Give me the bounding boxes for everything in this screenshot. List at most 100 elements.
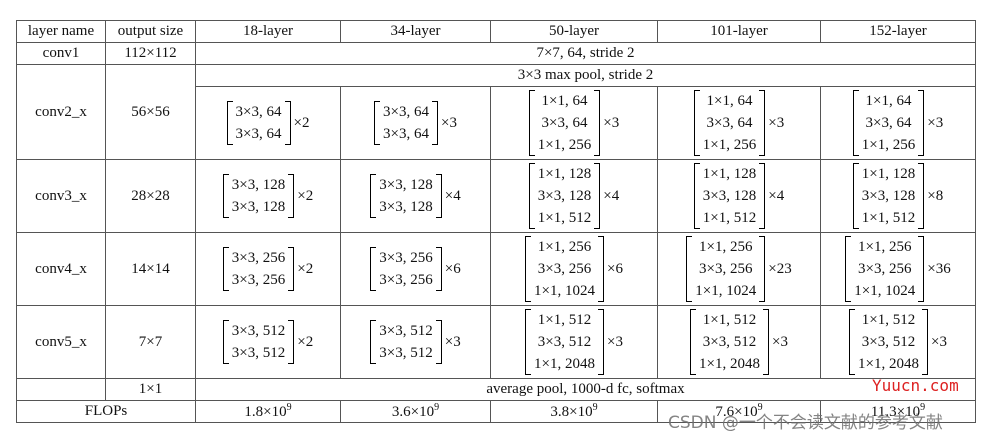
flops-exp: 9 (592, 402, 598, 413)
multiplier: ×3 (768, 114, 785, 131)
flops-cell: 3.8×109 (490, 400, 658, 423)
block-line: 1×1, 512 (537, 312, 592, 328)
block-cell: 1×1, 256 3×3, 256 1×1, 1024 ×36 (820, 232, 976, 306)
bracket: 1×1, 512 3×3, 512 1×1, 2048 (690, 309, 769, 375)
block: 1×1, 256 3×3, 256 1×1, 1024 ×23 (658, 236, 820, 302)
output-size: 14×14 (105, 232, 196, 306)
bracket: 1×1, 512 3×3, 512 1×1, 2048 (525, 309, 604, 375)
block-line: 3×3, 256 (379, 272, 433, 288)
row-name: conv2_x (16, 64, 106, 160)
block-line: 1×1, 1024 (854, 283, 916, 299)
row: conv4_x 14×14 3×3, 256 3×3, 256 ×2 3×3, 256 3×… (16, 232, 976, 306)
empty-cell (16, 378, 106, 401)
flops-base: 3.6×10 (391, 404, 435, 420)
multiplier: ×4 (603, 187, 620, 204)
block-line: 3×3, 64 (235, 126, 282, 142)
row: conv2_x 56×56 3×3 max pool, stride 2 (16, 64, 976, 160)
multiplier: ×3 (931, 333, 947, 350)
block-line: 1×1, 256 (702, 137, 757, 153)
block-cell: 1×1, 512 3×3, 512 1×1, 2048 ×3 (820, 305, 976, 379)
flops-exp: 9 (757, 402, 763, 413)
block-line: 1×1, 64 (865, 93, 912, 109)
output-size: 28×28 (105, 159, 196, 233)
multiplier: ×2 (297, 260, 314, 277)
bracket: 1×1, 128 3×3, 128 1×1, 512 (693, 163, 766, 229)
block-cell: 1×1, 256 3×3, 256 1×1, 1024 ×23 (657, 232, 821, 306)
block-cell: 3×3, 128 3×3, 128 ×4 (340, 159, 491, 233)
multiplier: ×4 (444, 187, 461, 204)
block-line: 3×3, 64 (706, 115, 753, 131)
block: 3×3, 64 3×3, 64 ×3 (341, 101, 490, 145)
block-line: 3×3, 64 (541, 115, 588, 131)
block-line: 3×3, 256 (231, 250, 286, 266)
block-line: 3×3, 256 (379, 250, 433, 266)
block: 3×3, 128 3×3, 128 ×2 (196, 174, 340, 218)
multiplier: ×3 (607, 333, 623, 350)
block-line: 1×1, 512 (537, 210, 592, 226)
block: 1×1, 512 3×3, 512 1×1, 2048 ×3 (491, 309, 657, 375)
header-cell: 34-layer (340, 20, 491, 43)
block-line: 3×3, 128 (379, 199, 433, 215)
block-line: 1×1, 128 (861, 166, 916, 182)
block-line: 1×1, 512 (861, 312, 916, 328)
block-line: 1×1, 64 (706, 93, 753, 109)
block: 3×3, 512 3×3, 512 ×2 (196, 320, 340, 364)
bracket: 1×1, 256 3×3, 256 1×1, 1024 (686, 236, 766, 302)
block: 1×1, 256 3×3, 256 1×1, 1024 ×36 (821, 236, 975, 302)
flops-cell: 3.6×109 (340, 400, 491, 423)
flops-exp: 9 (434, 402, 440, 413)
block-line: 1×1, 512 (702, 210, 757, 226)
bracket: 3×3, 128 3×3, 128 (222, 174, 295, 218)
flops-row: FLOPs 1.8×109 3.6×109 3.8×109 7.6×109 11.3×10… (16, 400, 976, 423)
block-line: 3×3, 256 (231, 272, 286, 288)
flops-cell: 11.3×109 (820, 400, 976, 423)
multiplier: ×2 (297, 187, 314, 204)
watermark: CSDN @一个不会读文献的参考文献 (668, 413, 943, 433)
header-cell: 50-layer (490, 20, 658, 43)
block-line: 3×3, 512 (702, 334, 757, 350)
output-size: 112×112 (105, 42, 196, 65)
block-cell: 1×1, 64 3×3, 64 1×1, 256 ×3 (490, 86, 658, 160)
multiplier: ×6 (607, 260, 623, 277)
bracket: 1×1, 64 3×3, 64 1×1, 256 (693, 90, 766, 156)
block: 1×1, 64 3×3, 64 1×1, 256 ×3 (658, 90, 820, 156)
block-line: 3×3, 128 (861, 188, 916, 204)
flops-base: 3.8×10 (550, 404, 593, 420)
block: 3×3, 256 3×3, 256 ×2 (196, 247, 340, 291)
bracket: 1×1, 128 3×3, 128 1×1, 512 (852, 163, 925, 229)
block-cell: 3×3, 64 3×3, 64 ×3 (340, 86, 491, 160)
block-cell: 1×1, 64 3×3, 64 1×1, 256 ×3 (820, 86, 976, 160)
block-line: 1×1, 512 (702, 312, 757, 328)
output-size: 56×56 (105, 64, 196, 160)
block-row: 3×3, 64 3×3, 64 ×2 3×3, 64 3×3, 64 ×3 1×1, 64 3… (17, 86, 976, 160)
bracket: 3×3, 128 3×3, 128 (370, 174, 442, 218)
multiplier: ×23 (768, 260, 792, 277)
table-body: layer name output size 18-layer 34-layer 50-… (16, 20, 976, 423)
block-cell: 3×3, 512 3×3, 512 ×2 (195, 305, 341, 379)
flops-base: 11.3×10 (870, 404, 921, 420)
block: 1×1, 64 3×3, 64 1×1, 256 ×3 (491, 90, 657, 156)
flops-exp: 9 (286, 402, 292, 413)
row: conv5_x 7×7 3×3, 512 3×3, 512 ×2 3×3, 512 3×3,… (16, 305, 976, 379)
flops-base: 1.8×10 (244, 404, 287, 420)
bracket: 3×3, 512 3×3, 512 (222, 320, 295, 364)
row: conv1 112×112 7×7, 64, stride 2 (16, 42, 976, 65)
block-line: 3×3, 128 (231, 199, 286, 215)
header-cell: layer name (16, 20, 106, 43)
block: 3×3, 64 3×3, 64 ×2 (196, 101, 340, 145)
output-size: 1×1 (105, 378, 196, 401)
block-line: 1×1, 128 (537, 166, 592, 182)
multiplier: ×2 (297, 333, 314, 350)
bracket: 3×3, 64 3×3, 64 (374, 101, 438, 145)
row: 1×1 average pool, 1000-d fc, softmax (16, 378, 976, 401)
block-line: 1×1, 256 (537, 137, 592, 153)
block-line: 3×3, 256 (699, 261, 753, 277)
block: 3×3, 128 3×3, 128 ×4 (341, 174, 490, 218)
block-line: 1×1, 256 (699, 239, 753, 255)
output-size: 7×7 (105, 305, 196, 379)
block: 1×1, 128 3×3, 128 1×1, 512 ×4 (658, 163, 820, 229)
bracket: 3×3, 512 3×3, 512 (370, 320, 442, 364)
block-line: 1×1, 2048 (699, 356, 760, 372)
span-cell: 7×7, 64, stride 2 (195, 42, 976, 65)
block-line: 3×3, 512 (537, 334, 592, 350)
